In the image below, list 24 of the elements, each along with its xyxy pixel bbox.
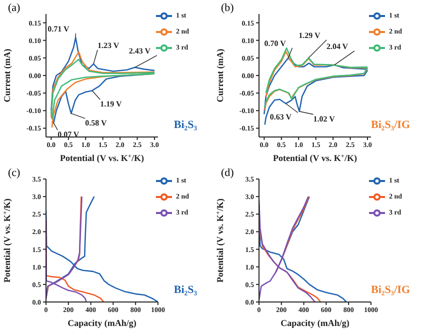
x-axis-title: Capacity (mAh/g) bbox=[68, 318, 136, 328]
chart-title: (a) bbox=[8, 2, 20, 14]
text: Bi₂S₃/IG bbox=[371, 119, 410, 131]
annotation: 2.04 V bbox=[326, 42, 348, 51]
text: Bi₂S₃ bbox=[174, 284, 197, 296]
y-axis-title: Current (mA) bbox=[215, 48, 225, 102]
x-axis-title: Potential (V vs. K$^{+}$/K) bbox=[273, 152, 357, 163]
annotation: 1.29 V bbox=[298, 30, 320, 40]
chart-title: (b) bbox=[221, 2, 234, 14]
annotation: 1.02 V bbox=[313, 114, 336, 124]
annotation: 0.58 V bbox=[85, 118, 107, 128]
annotation: 2.43 V bbox=[128, 46, 151, 56]
text: Bi₂S₃/IG bbox=[371, 284, 410, 296]
chart-title: (d) bbox=[221, 167, 234, 179]
annotation: 0.71 V bbox=[48, 24, 70, 34]
x-axis-title: Potential (V vs. K$^{+}$/K) bbox=[60, 152, 144, 163]
y-axis-title: Current (mA) bbox=[2, 48, 12, 102]
text: Bi₂S₃ bbox=[174, 119, 197, 131]
x-axis-title: Capacity (mAh/g) bbox=[280, 318, 350, 328]
chart-title: (c) bbox=[8, 167, 20, 179]
annotation: 0.63 V bbox=[270, 112, 292, 122]
annotation: 1.23 V bbox=[98, 40, 120, 50]
annotation: 0.70 V bbox=[264, 38, 286, 48]
annotation: 1.19 V bbox=[100, 100, 122, 109]
